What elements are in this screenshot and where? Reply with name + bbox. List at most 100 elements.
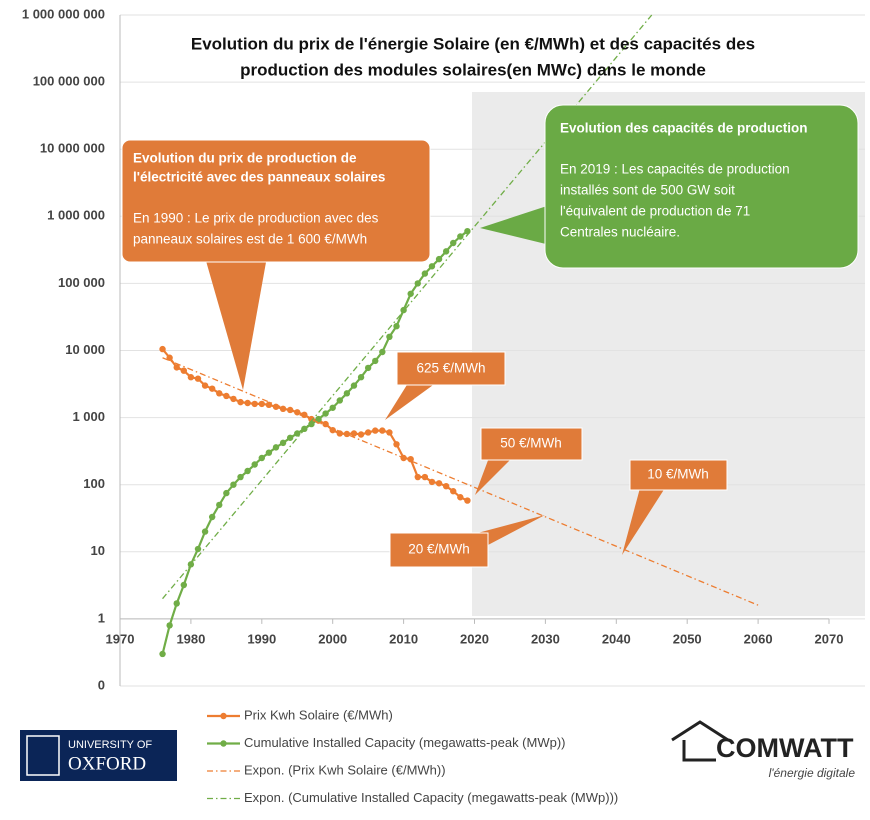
data-point bbox=[258, 454, 265, 462]
data-point bbox=[343, 390, 351, 397]
callout-text: Centrales nucléaire. bbox=[560, 225, 680, 240]
data-point bbox=[435, 480, 443, 487]
callout-pointer bbox=[200, 240, 270, 390]
callout: 50 €/MWh bbox=[475, 427, 583, 495]
x-tick-label: 1970 bbox=[106, 631, 135, 646]
callout-text: l'électricité avec des panneaux solaires bbox=[133, 170, 385, 185]
data-point bbox=[372, 427, 379, 434]
data-point bbox=[244, 467, 251, 475]
data-point bbox=[194, 375, 202, 382]
x-tick-label: 2020 bbox=[460, 631, 489, 646]
data-point bbox=[322, 410, 329, 417]
data-point bbox=[216, 390, 223, 397]
callout-text: Evolution des capacités de production bbox=[560, 121, 808, 136]
logo-text: OXFORD bbox=[68, 753, 146, 774]
callout: Evolution des capacités de production En… bbox=[480, 104, 859, 269]
data-point bbox=[428, 478, 436, 486]
data-point bbox=[173, 364, 180, 371]
data-point bbox=[244, 399, 251, 407]
callout-pointer bbox=[385, 380, 440, 420]
data-point bbox=[194, 545, 202, 553]
callout-text: En 1990 : Le prix de production avec des bbox=[133, 211, 379, 226]
callout: Evolution du prix de production de l'éle… bbox=[121, 139, 431, 390]
y-tick-label: 10 000 bbox=[65, 342, 105, 357]
callout-box bbox=[389, 532, 489, 568]
data-point bbox=[230, 481, 237, 488]
data-point bbox=[457, 233, 464, 240]
logo-text: UNIVERSITY OF bbox=[68, 739, 152, 751]
logo-crest bbox=[26, 735, 60, 776]
callout-text: 625 €/MWh bbox=[416, 361, 485, 376]
callout-pointer bbox=[622, 488, 665, 555]
data-point bbox=[237, 398, 244, 406]
data-point bbox=[159, 650, 166, 658]
data-point bbox=[336, 397, 343, 404]
data-point bbox=[386, 429, 393, 436]
logo-text: COMWATT bbox=[716, 733, 854, 763]
data-point bbox=[364, 429, 372, 436]
legend-label: Prix Kwh Solaire (€/MWh) bbox=[244, 707, 393, 722]
x-tick-label: 2070 bbox=[815, 631, 844, 646]
data-point bbox=[464, 497, 471, 504]
x-tick-label: 2050 bbox=[673, 631, 702, 646]
data-point bbox=[421, 473, 429, 481]
data-point bbox=[464, 227, 471, 235]
data-point bbox=[223, 392, 230, 400]
x-tick-label: 2010 bbox=[389, 631, 418, 646]
callout-pointer bbox=[470, 515, 545, 545]
logo-house bbox=[671, 720, 729, 762]
data-point bbox=[315, 415, 322, 423]
data-point bbox=[379, 348, 386, 356]
data-point bbox=[201, 528, 209, 535]
data-point bbox=[329, 426, 336, 434]
callout: 20 €/MWh bbox=[389, 515, 545, 568]
data-point bbox=[414, 473, 421, 481]
data-point bbox=[173, 600, 180, 607]
y-tick-label: 10 000 000 bbox=[40, 141, 105, 156]
callout: 625 €/MWh bbox=[385, 351, 506, 420]
data-point bbox=[407, 290, 414, 297]
data-point bbox=[414, 280, 421, 287]
data-point bbox=[251, 461, 258, 468]
chart-title: Evolution du prix de l'énergie Solaire (… bbox=[191, 34, 755, 53]
callout-text: l'équivalent de production de 71 bbox=[560, 204, 750, 219]
callout-box bbox=[396, 351, 506, 386]
chart-title: production des modules solaires(en MWc) … bbox=[240, 60, 706, 79]
data-point bbox=[357, 374, 365, 381]
x-tick-label: 2060 bbox=[744, 631, 773, 646]
data-point bbox=[450, 239, 457, 247]
y-tick-label: 1 bbox=[98, 610, 105, 625]
logo-bg bbox=[20, 730, 177, 781]
data-point bbox=[180, 581, 188, 589]
data-point bbox=[223, 489, 230, 497]
callout-box bbox=[544, 104, 859, 269]
x-tick-label: 1980 bbox=[176, 631, 205, 646]
data-point bbox=[187, 374, 195, 381]
legend-label: Expon. (Prix Kwh Solaire (€/MWh)) bbox=[244, 762, 446, 777]
callout-text: 20 €/MWh bbox=[408, 542, 470, 557]
data-point bbox=[216, 501, 223, 509]
data-point bbox=[294, 409, 301, 416]
data-point bbox=[258, 400, 265, 408]
data-point bbox=[329, 404, 336, 411]
data-point bbox=[386, 333, 393, 341]
data-point bbox=[286, 434, 294, 441]
data-point bbox=[265, 449, 273, 456]
callout-text: En 2019 : Les capacités de production bbox=[560, 162, 790, 177]
data-point bbox=[357, 431, 365, 438]
legend-label: Cumulative Installed Capacity (megawatts… bbox=[244, 735, 566, 750]
legend-marker bbox=[220, 740, 227, 747]
data-point bbox=[457, 494, 464, 501]
data-point bbox=[251, 400, 258, 408]
data-point bbox=[364, 364, 372, 372]
data-point bbox=[428, 263, 436, 270]
x-tick-label: 2000 bbox=[318, 631, 347, 646]
y-tick-label: 100 bbox=[83, 476, 105, 491]
data-point bbox=[159, 345, 166, 353]
data-point bbox=[435, 255, 443, 263]
callout-text: 10 €/MWh bbox=[647, 467, 709, 482]
callout-pointer bbox=[480, 205, 550, 245]
callout-text: Evolution du prix de production de bbox=[133, 151, 357, 166]
y-tick-label: 1 000 000 000 bbox=[22, 6, 105, 21]
data-point bbox=[166, 622, 173, 629]
